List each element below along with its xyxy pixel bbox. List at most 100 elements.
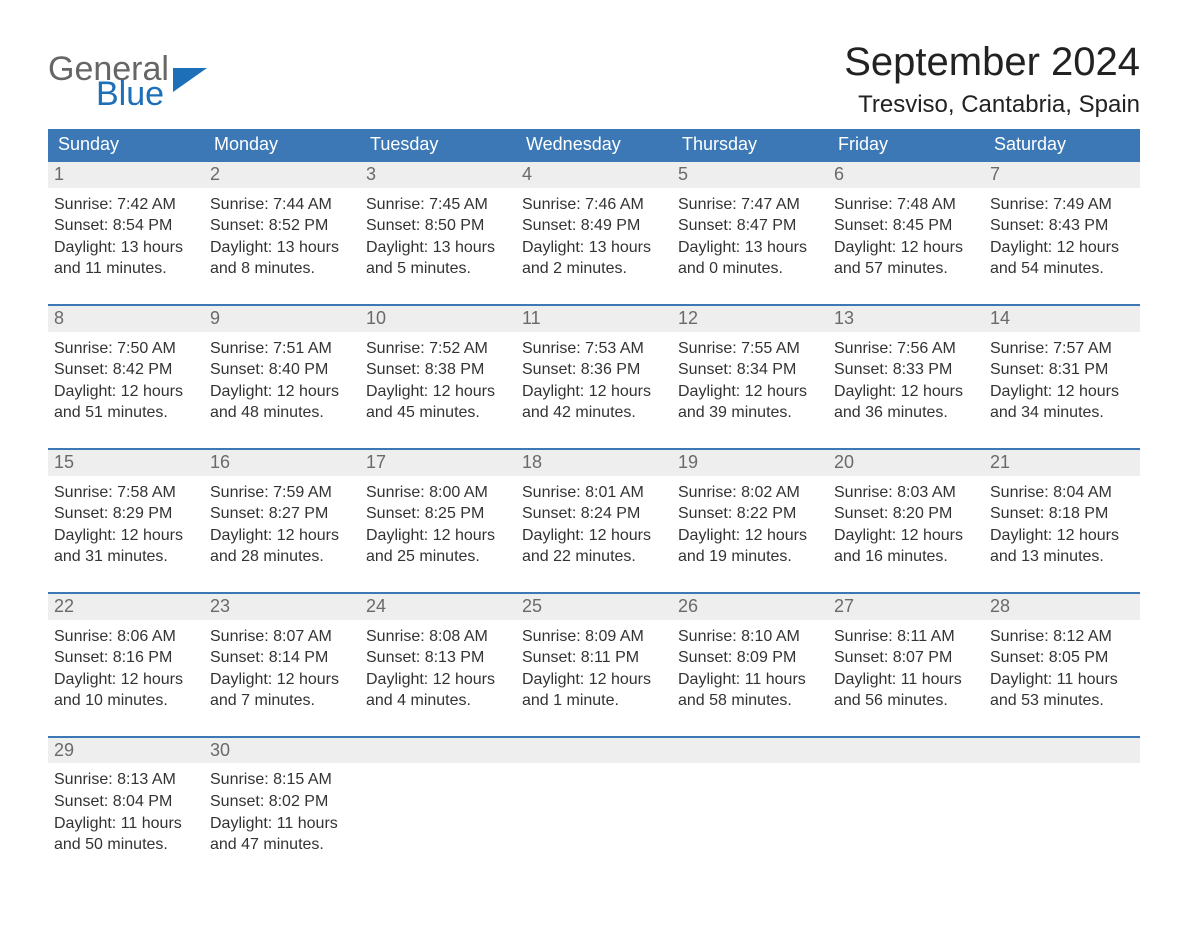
daylight-text-2: and 28 minutes. <box>210 546 354 568</box>
calendar-cell <box>516 737 672 880</box>
calendar-cell: 20Sunrise: 8:03 AMSunset: 8:20 PMDayligh… <box>828 449 984 593</box>
day-body: Sunrise: 7:48 AMSunset: 8:45 PMDaylight:… <box>828 188 984 304</box>
sunset-text: Sunset: 8:47 PM <box>678 215 822 237</box>
day-body: Sunrise: 7:51 AMSunset: 8:40 PMDaylight:… <box>204 332 360 448</box>
sunset-text: Sunset: 8:18 PM <box>990 503 1134 525</box>
sunset-text: Sunset: 8:40 PM <box>210 359 354 381</box>
sunrise-text: Sunrise: 8:13 AM <box>54 769 198 791</box>
calendar-cell: 4Sunrise: 7:46 AMSunset: 8:49 PMDaylight… <box>516 161 672 305</box>
calendar-cell: 24Sunrise: 8:08 AMSunset: 8:13 PMDayligh… <box>360 593 516 737</box>
day-body: Sunrise: 7:52 AMSunset: 8:38 PMDaylight:… <box>360 332 516 448</box>
daylight-text-1: Daylight: 13 hours <box>522 237 666 259</box>
sunrise-text: Sunrise: 8:09 AM <box>522 626 666 648</box>
daylight-text-2: and 11 minutes. <box>54 258 198 280</box>
sunset-text: Sunset: 8:02 PM <box>210 791 354 813</box>
calendar-cell: 17Sunrise: 8:00 AMSunset: 8:25 PMDayligh… <box>360 449 516 593</box>
sunset-text: Sunset: 8:43 PM <box>990 215 1134 237</box>
day-body: Sunrise: 7:47 AMSunset: 8:47 PMDaylight:… <box>672 188 828 304</box>
day-body: Sunrise: 7:46 AMSunset: 8:49 PMDaylight:… <box>516 188 672 304</box>
location-subtitle: Tresviso, Cantabria, Spain <box>844 91 1140 119</box>
sunrise-text: Sunrise: 7:57 AM <box>990 338 1134 360</box>
day-number: 17 <box>360 450 516 476</box>
daylight-text-2: and 57 minutes. <box>834 258 978 280</box>
dow-tuesday: Tuesday <box>360 129 516 161</box>
day-body <box>516 763 672 793</box>
calendar-cell: 29Sunrise: 8:13 AMSunset: 8:04 PMDayligh… <box>48 737 204 880</box>
day-body: Sunrise: 8:07 AMSunset: 8:14 PMDaylight:… <box>204 620 360 736</box>
sunrise-text: Sunrise: 8:06 AM <box>54 626 198 648</box>
day-body: Sunrise: 8:00 AMSunset: 8:25 PMDaylight:… <box>360 476 516 592</box>
sunrise-text: Sunrise: 7:52 AM <box>366 338 510 360</box>
daylight-text-1: Daylight: 12 hours <box>678 381 822 403</box>
day-body: Sunrise: 8:03 AMSunset: 8:20 PMDaylight:… <box>828 476 984 592</box>
day-body: Sunrise: 8:02 AMSunset: 8:22 PMDaylight:… <box>672 476 828 592</box>
calendar-cell: 21Sunrise: 8:04 AMSunset: 8:18 PMDayligh… <box>984 449 1140 593</box>
sunrise-text: Sunrise: 7:53 AM <box>522 338 666 360</box>
calendar-cell: 12Sunrise: 7:55 AMSunset: 8:34 PMDayligh… <box>672 305 828 449</box>
daylight-text-1: Daylight: 13 hours <box>54 237 198 259</box>
day-number: 27 <box>828 594 984 620</box>
day-body: Sunrise: 7:42 AMSunset: 8:54 PMDaylight:… <box>48 188 204 304</box>
calendar-week: 29Sunrise: 8:13 AMSunset: 8:04 PMDayligh… <box>48 737 1140 880</box>
daylight-text-2: and 5 minutes. <box>366 258 510 280</box>
day-number: 16 <box>204 450 360 476</box>
day-number: 12 <box>672 306 828 332</box>
sunrise-text: Sunrise: 8:12 AM <box>990 626 1134 648</box>
day-number: 25 <box>516 594 672 620</box>
day-number: 21 <box>984 450 1140 476</box>
sunset-text: Sunset: 8:27 PM <box>210 503 354 525</box>
calendar-cell <box>672 737 828 880</box>
calendar-week: 1Sunrise: 7:42 AMSunset: 8:54 PMDaylight… <box>48 161 1140 305</box>
daylight-text-2: and 39 minutes. <box>678 402 822 424</box>
day-body: Sunrise: 8:06 AMSunset: 8:16 PMDaylight:… <box>48 620 204 736</box>
sunrise-text: Sunrise: 8:01 AM <box>522 482 666 504</box>
daylight-text-1: Daylight: 12 hours <box>210 381 354 403</box>
sunset-text: Sunset: 8:54 PM <box>54 215 198 237</box>
daylight-text-1: Daylight: 12 hours <box>54 525 198 547</box>
page-title: September 2024 <box>844 40 1140 85</box>
sunrise-text: Sunrise: 8:00 AM <box>366 482 510 504</box>
calendar-cell: 25Sunrise: 8:09 AMSunset: 8:11 PMDayligh… <box>516 593 672 737</box>
daylight-text-1: Daylight: 12 hours <box>366 381 510 403</box>
calendar-cell: 26Sunrise: 8:10 AMSunset: 8:09 PMDayligh… <box>672 593 828 737</box>
calendar-cell: 27Sunrise: 8:11 AMSunset: 8:07 PMDayligh… <box>828 593 984 737</box>
sunset-text: Sunset: 8:25 PM <box>366 503 510 525</box>
daylight-text-1: Daylight: 11 hours <box>678 669 822 691</box>
sunset-text: Sunset: 8:14 PM <box>210 647 354 669</box>
sunrise-text: Sunrise: 7:49 AM <box>990 194 1134 216</box>
daylight-text-2: and 4 minutes. <box>366 690 510 712</box>
daylight-text-2: and 1 minute. <box>522 690 666 712</box>
daylight-text-1: Daylight: 12 hours <box>834 381 978 403</box>
day-body: Sunrise: 7:49 AMSunset: 8:43 PMDaylight:… <box>984 188 1140 304</box>
flag-icon <box>173 68 207 92</box>
day-number: 11 <box>516 306 672 332</box>
sunrise-text: Sunrise: 8:04 AM <box>990 482 1134 504</box>
sunset-text: Sunset: 8:22 PM <box>678 503 822 525</box>
calendar-cell: 23Sunrise: 8:07 AMSunset: 8:14 PMDayligh… <box>204 593 360 737</box>
daylight-text-2: and 8 minutes. <box>210 258 354 280</box>
sunset-text: Sunset: 8:45 PM <box>834 215 978 237</box>
sunrise-text: Sunrise: 7:55 AM <box>678 338 822 360</box>
daylight-text-1: Daylight: 12 hours <box>522 669 666 691</box>
sunrise-text: Sunrise: 7:48 AM <box>834 194 978 216</box>
day-number <box>984 738 1140 764</box>
calendar-cell: 15Sunrise: 7:58 AMSunset: 8:29 PMDayligh… <box>48 449 204 593</box>
sunrise-text: Sunrise: 8:03 AM <box>834 482 978 504</box>
sunrise-text: Sunrise: 7:46 AM <box>522 194 666 216</box>
dow-friday: Friday <box>828 129 984 161</box>
calendar-cell <box>984 737 1140 880</box>
daylight-text-2: and 31 minutes. <box>54 546 198 568</box>
daylight-text-1: Daylight: 12 hours <box>54 381 198 403</box>
header-row: General Blue September 2024 Tresviso, Ca… <box>48 40 1140 119</box>
day-body: Sunrise: 8:01 AMSunset: 8:24 PMDaylight:… <box>516 476 672 592</box>
day-number: 19 <box>672 450 828 476</box>
sunset-text: Sunset: 8:29 PM <box>54 503 198 525</box>
calendar-cell: 16Sunrise: 7:59 AMSunset: 8:27 PMDayligh… <box>204 449 360 593</box>
daylight-text-2: and 56 minutes. <box>834 690 978 712</box>
day-body: Sunrise: 7:53 AMSunset: 8:36 PMDaylight:… <box>516 332 672 448</box>
brand-logo-text: General Blue <box>48 54 169 109</box>
daylight-text-1: Daylight: 12 hours <box>678 525 822 547</box>
day-body: Sunrise: 7:59 AMSunset: 8:27 PMDaylight:… <box>204 476 360 592</box>
daylight-text-1: Daylight: 12 hours <box>834 237 978 259</box>
daylight-text-1: Daylight: 12 hours <box>990 237 1134 259</box>
